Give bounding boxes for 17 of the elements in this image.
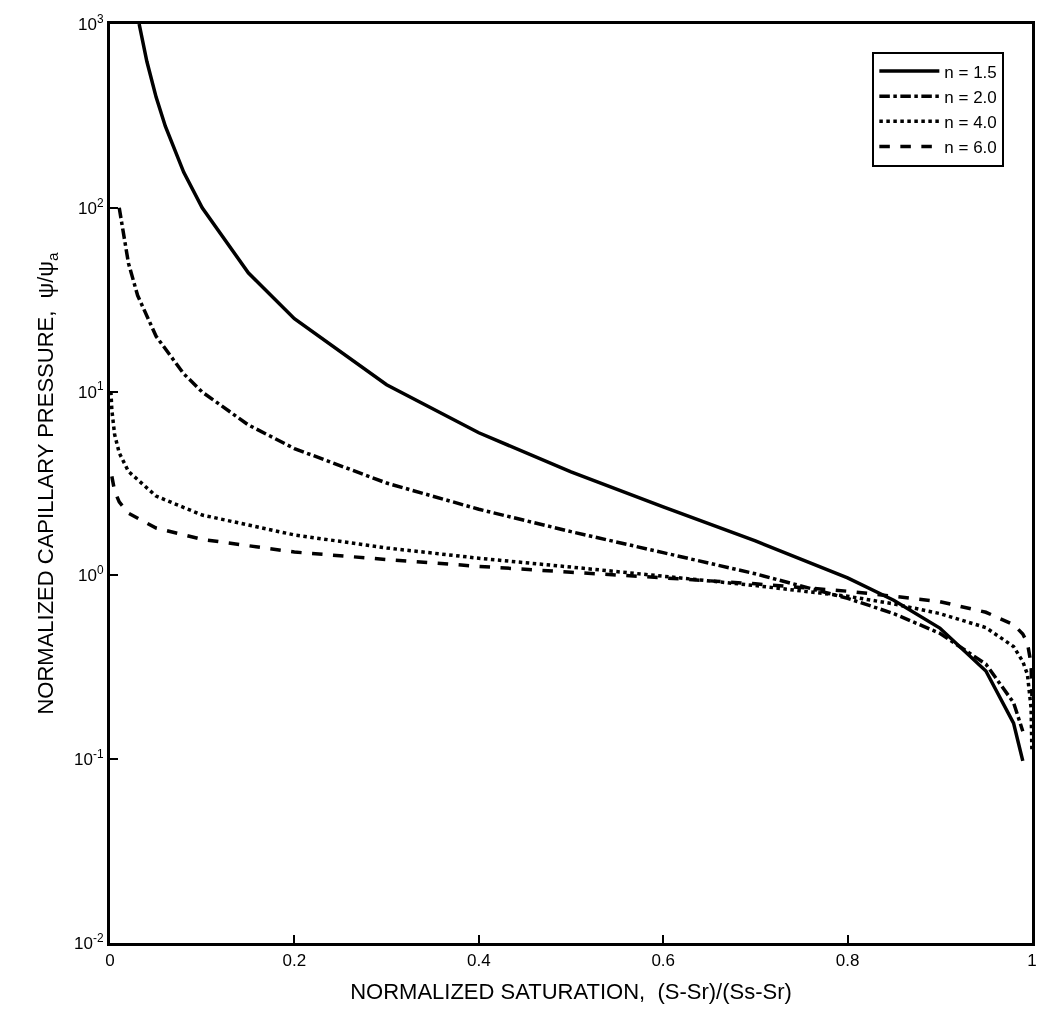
y-tick-label: 10$^{1}$	[78, 379, 104, 402]
legend-label: n = 6.0	[944, 138, 997, 158]
x-axis-title: NORMALIZED SATURATION, (S-Sr)/(Ss-Sr)	[350, 979, 792, 1005]
y-tick-label: 10$^{0}$	[78, 563, 104, 586]
legend-label: n = 1.5	[944, 62, 997, 82]
x-tick-label: 0.6	[651, 951, 676, 971]
y-tick-label: 10$^{3}$	[78, 11, 104, 34]
y-tick-label: 10$^{-2}$	[74, 930, 104, 953]
x-tick-label: 0.2	[282, 951, 307, 971]
y-tick-label: 10$^{2}$	[78, 195, 104, 218]
x-tick-label: 1	[1027, 951, 1037, 971]
x-tick-label: 0.8	[835, 951, 860, 971]
y-tick-label: 10$^{-1}$	[74, 747, 104, 770]
x-tick-label: 0	[105, 951, 115, 971]
legend-label: n = 2.0	[944, 87, 997, 107]
legend-label: n = 4.0	[944, 112, 997, 132]
x-tick-label: 0.4	[466, 951, 491, 971]
